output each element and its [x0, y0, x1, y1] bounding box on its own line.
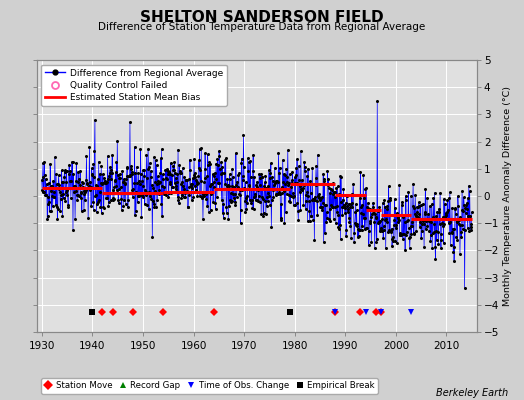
- Legend: Difference from Regional Average, Quality Control Failed, Estimated Station Mean: Difference from Regional Average, Qualit…: [41, 64, 227, 106]
- Text: SHELTON SANDERSON FIELD: SHELTON SANDERSON FIELD: [140, 10, 384, 25]
- Text: Berkeley Earth: Berkeley Earth: [436, 388, 508, 398]
- Text: Difference of Station Temperature Data from Regional Average: Difference of Station Temperature Data f…: [99, 22, 425, 32]
- Y-axis label: Monthly Temperature Anomaly Difference (°C): Monthly Temperature Anomaly Difference (…: [504, 86, 512, 306]
- Legend: Station Move, Record Gap, Time of Obs. Change, Empirical Break: Station Move, Record Gap, Time of Obs. C…: [41, 378, 378, 394]
